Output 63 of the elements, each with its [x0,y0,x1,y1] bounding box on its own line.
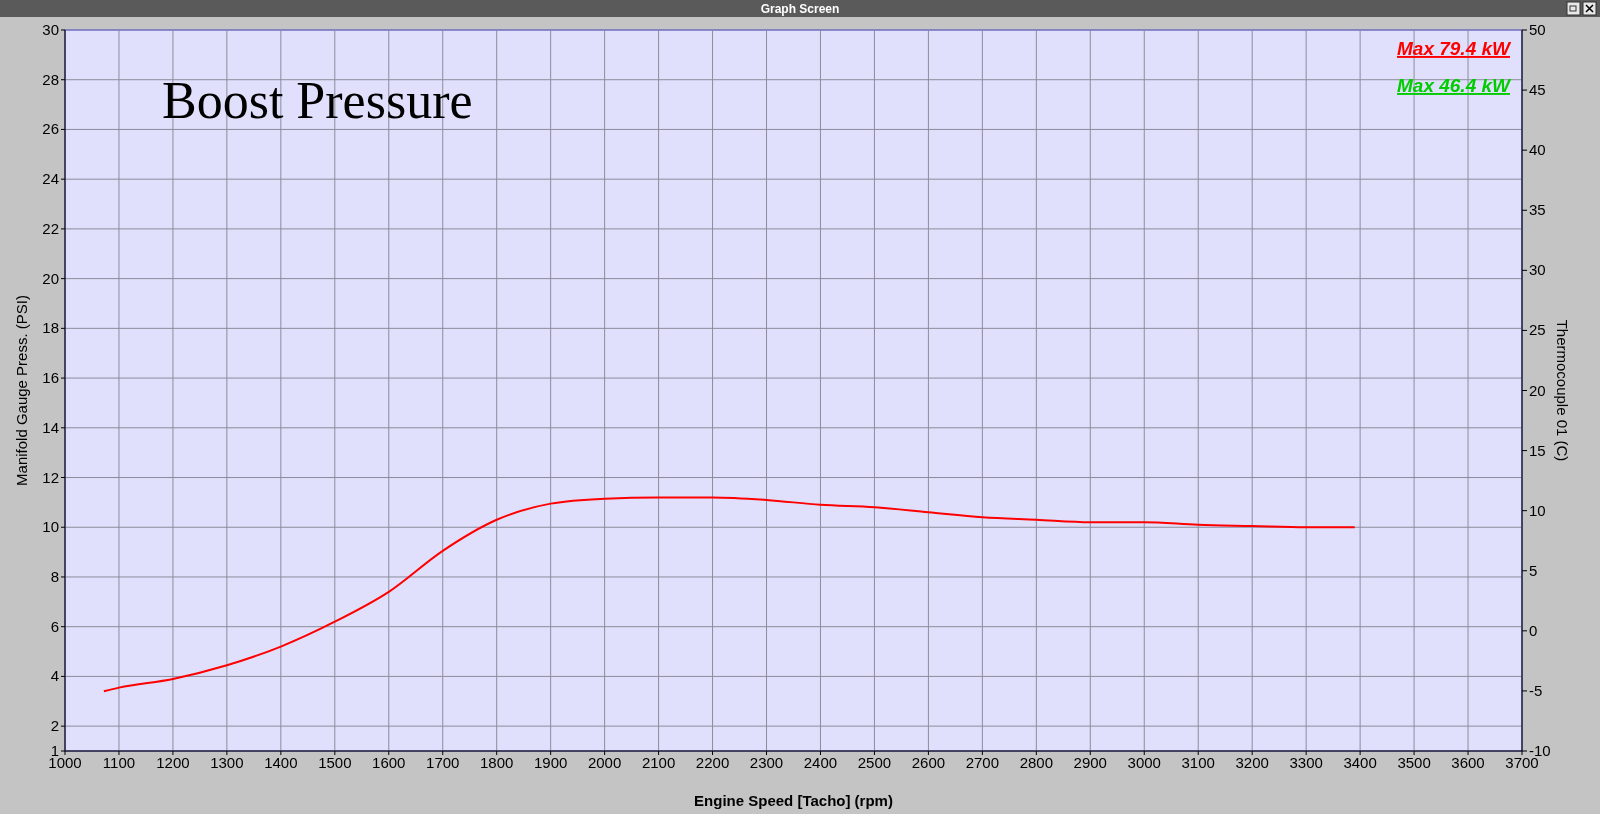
x-tick-label: 1200 [156,754,190,771]
y2-axis-title: Thermocouple 01 (C) [1554,319,1571,462]
y-tick-label: 20 [42,269,59,287]
y-axis-title: Manifold Gauge Press. (PSI) [13,295,30,486]
y2-tick-label: 15 [1529,441,1546,459]
x-tick-label: 2100 [641,754,676,771]
y2-tick-label: -5 [1529,681,1543,699]
y2-tick-label: 5 [1529,561,1538,579]
x-tick-label: 1100 [102,754,136,771]
y-tick-label: 8 [50,567,59,585]
y2-tick-label: 40 [1529,141,1546,159]
x-tick-label: 1500 [318,754,352,771]
x-tick-label: 2700 [965,754,1000,771]
y2-tick-label: 25 [1529,321,1546,339]
y-tick-label: 28 [42,70,59,88]
x-tick-label: 2200 [695,754,730,771]
x-tick-label: 1400 [264,754,298,771]
annotation: Max 46.4 kW [1397,75,1513,96]
x-tick-label: 1700 [426,754,460,771]
y2-tick-label: 30 [1529,261,1546,279]
x-tick-label: 1900 [533,754,568,771]
x-tick-label: 2000 [587,754,622,771]
y2-tick-label: 20 [1529,381,1546,399]
y-tick-label: 18 [42,319,59,337]
y-tick-label: 10 [42,518,59,536]
y2-tick-label: -10 [1529,742,1551,759]
x-tick-label: 3100 [1181,754,1215,771]
x-tick-label: 1800 [480,754,514,771]
y-tick-label: 30 [42,21,59,38]
x-tick-label: 3400 [1343,754,1377,771]
annotation: Max 79.4 kW [1397,38,1513,59]
y-tick-label: 6 [50,617,59,635]
x-tick-label: 2300 [749,754,784,771]
y2-tick-label: 35 [1529,201,1546,219]
y-tick-label: 16 [42,369,59,387]
y-tick-label: 1 [50,742,59,759]
y-tick-label: 24 [42,170,59,188]
line-series [102,496,1356,693]
y-tick-label: 2 [50,717,59,735]
x-tick-label: 3000 [1127,754,1161,771]
y-tick-label: 12 [42,468,59,486]
y-tick-label: 4 [50,667,59,685]
y2-tick-label: 10 [1529,501,1546,519]
y2-tick-label: 0 [1529,621,1538,639]
y-tick-label: 22 [42,219,59,237]
x-axis-title: Engine Speed [Tacho] (rpm) [694,792,893,809]
y-tick-label: 26 [42,120,59,138]
text: Graph Screen [760,2,840,16]
y2-tick-label: 50 [1529,21,1546,38]
y2-tick-label: 45 [1529,81,1546,99]
x-tick-label: 2800 [1019,754,1054,771]
x-tick-label: 1600 [372,754,406,771]
text: Boost Pressure [162,72,473,129]
x-tick-label: 2900 [1073,754,1107,771]
x-tick-label: 3600 [1451,754,1485,771]
y-tick-label: 14 [42,418,59,436]
x-tick-label: 3300 [1289,754,1323,771]
x-tick-label: 2600 [911,754,946,771]
x-tick-label: 3500 [1397,754,1431,771]
x-tick-label: 3200 [1235,754,1269,771]
x-tick-label: 2400 [803,754,838,771]
x-tick-label: 2500 [857,754,892,771]
x-tick-label: 1300 [210,754,244,771]
